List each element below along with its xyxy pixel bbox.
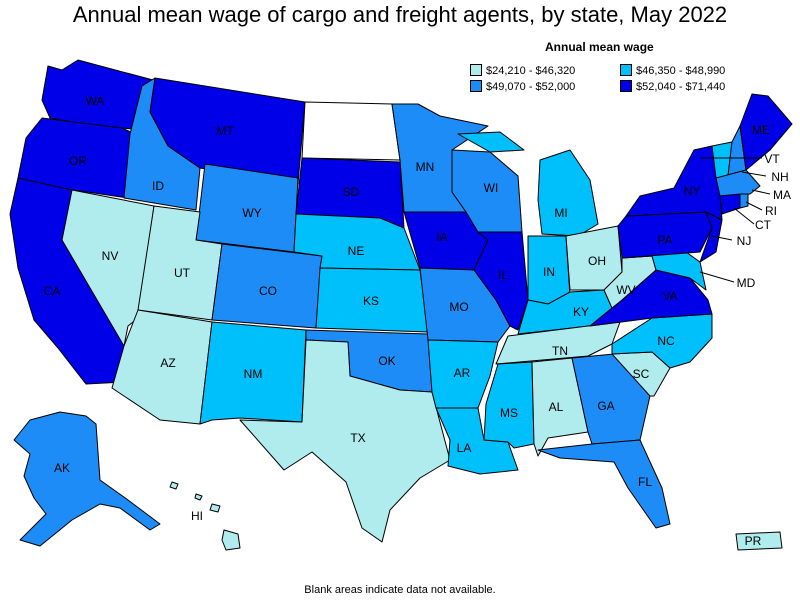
state-label-WA: WA — [86, 94, 105, 108]
state-label-VT: VT — [764, 152, 780, 166]
state-label-PR: PR — [745, 534, 762, 548]
state-label-MI: MI — [554, 206, 567, 220]
legend-item-class-3: $49,070 - $52,000 — [470, 80, 575, 93]
state-label-IL: IL — [498, 268, 508, 282]
state-label-FL: FL — [638, 475, 652, 489]
state-label-AR: AR — [454, 366, 471, 380]
state-label-AK: AK — [54, 461, 70, 475]
state-label-MT: MT — [216, 124, 234, 138]
state-label-ME: ME — [752, 123, 770, 137]
state-RI — [739, 193, 749, 209]
state-label-OR: OR — [69, 154, 87, 168]
state-label-WI: WI — [484, 181, 499, 195]
legend-item-class-1: $24,210 - $46,320 — [470, 64, 575, 77]
state-HI — [169, 481, 241, 551]
state-label-LA: LA — [457, 441, 472, 455]
state-NY — [625, 145, 723, 221]
state-label-IA: IA — [436, 230, 447, 244]
legend-item-class-4: $52,040 - $71,440 — [620, 80, 725, 93]
state-AK — [13, 411, 161, 547]
state-label-TN: TN — [552, 344, 568, 358]
state-label-TX: TX — [350, 431, 365, 445]
legend-label: $46,350 - $48,990 — [636, 65, 726, 77]
footnote: Blank areas indicate data not available. — [304, 584, 496, 596]
state-IL — [473, 231, 529, 331]
state-label-KY: KY — [573, 305, 589, 319]
state-LA — [435, 407, 519, 475]
state-label-NC: NC — [657, 334, 675, 348]
state-label-IN: IN — [543, 265, 555, 279]
state-label-NM: NM — [244, 367, 263, 381]
state-label-OH: OH — [588, 254, 606, 268]
state-label-CT: CT — [755, 218, 772, 232]
state-label-SC: SC — [633, 367, 650, 381]
state-label-OK: OK — [378, 354, 395, 368]
state-label-UT: UT — [174, 266, 191, 280]
state-MA — [715, 169, 761, 197]
leader-lines — [699, 157, 771, 283]
state-label-NJ: NJ — [737, 234, 752, 248]
state-label-WV: WV — [616, 283, 635, 297]
state-label-ID: ID — [152, 179, 164, 193]
state-PR — [735, 531, 783, 551]
legend-swatch — [470, 64, 482, 76]
state-label-PA: PA — [657, 233, 672, 247]
state-label-NY: NY — [684, 184, 701, 198]
state-label-CO: CO — [259, 284, 277, 298]
state-MS — [483, 361, 535, 449]
state-label-GA: GA — [597, 399, 614, 413]
legend-swatch — [620, 80, 632, 92]
legend-label: $52,040 - $71,440 — [636, 81, 726, 93]
state-label-MN: MN — [416, 160, 435, 174]
state-label-NH: NH — [771, 170, 788, 184]
state-label-KS: KS — [363, 294, 379, 308]
legend-label: $24,210 - $46,320 — [486, 65, 576, 77]
state-label-NV: NV — [102, 249, 119, 263]
map-title: Annual mean wage of cargo and freight ag… — [72, 2, 728, 27]
state-label-CA: CA — [44, 284, 61, 298]
legend-label: $49,070 - $52,000 — [486, 81, 576, 93]
state-ND — [301, 101, 401, 161]
legend-swatch — [620, 64, 632, 76]
state-NJ — [699, 211, 723, 263]
state-label-RI: RI — [765, 204, 777, 218]
state-label-NE: NE — [348, 244, 365, 258]
state-label-MO: MO — [449, 300, 468, 314]
state-label-HI: HI — [191, 509, 203, 523]
state-label-SD: SD — [343, 185, 360, 199]
legend-title: Annual mean wage — [545, 40, 654, 54]
state-label-MD: MD — [737, 276, 756, 290]
state-label-MS: MS — [500, 406, 518, 420]
state-label-AZ: AZ — [160, 356, 175, 370]
state-MD — [621, 251, 707, 291]
legend-item-class-2: $46,350 - $48,990 — [620, 64, 725, 77]
state-labels: WA OR CA ID NV MT WY UT AZ CO NM SD NE KS OK TX MN IA MO AR… — [44, 94, 791, 548]
legend-swatch — [470, 80, 482, 92]
state-FL — [537, 439, 671, 529]
state-MI — [457, 131, 599, 237]
state-label-VA: VA — [662, 289, 677, 303]
state-TX — [239, 339, 451, 543]
state-label-AL: AL — [549, 400, 564, 414]
state-OR — [17, 117, 136, 199]
state-label-MA: MA — [773, 188, 791, 202]
state-label-WY: WY — [242, 206, 261, 220]
